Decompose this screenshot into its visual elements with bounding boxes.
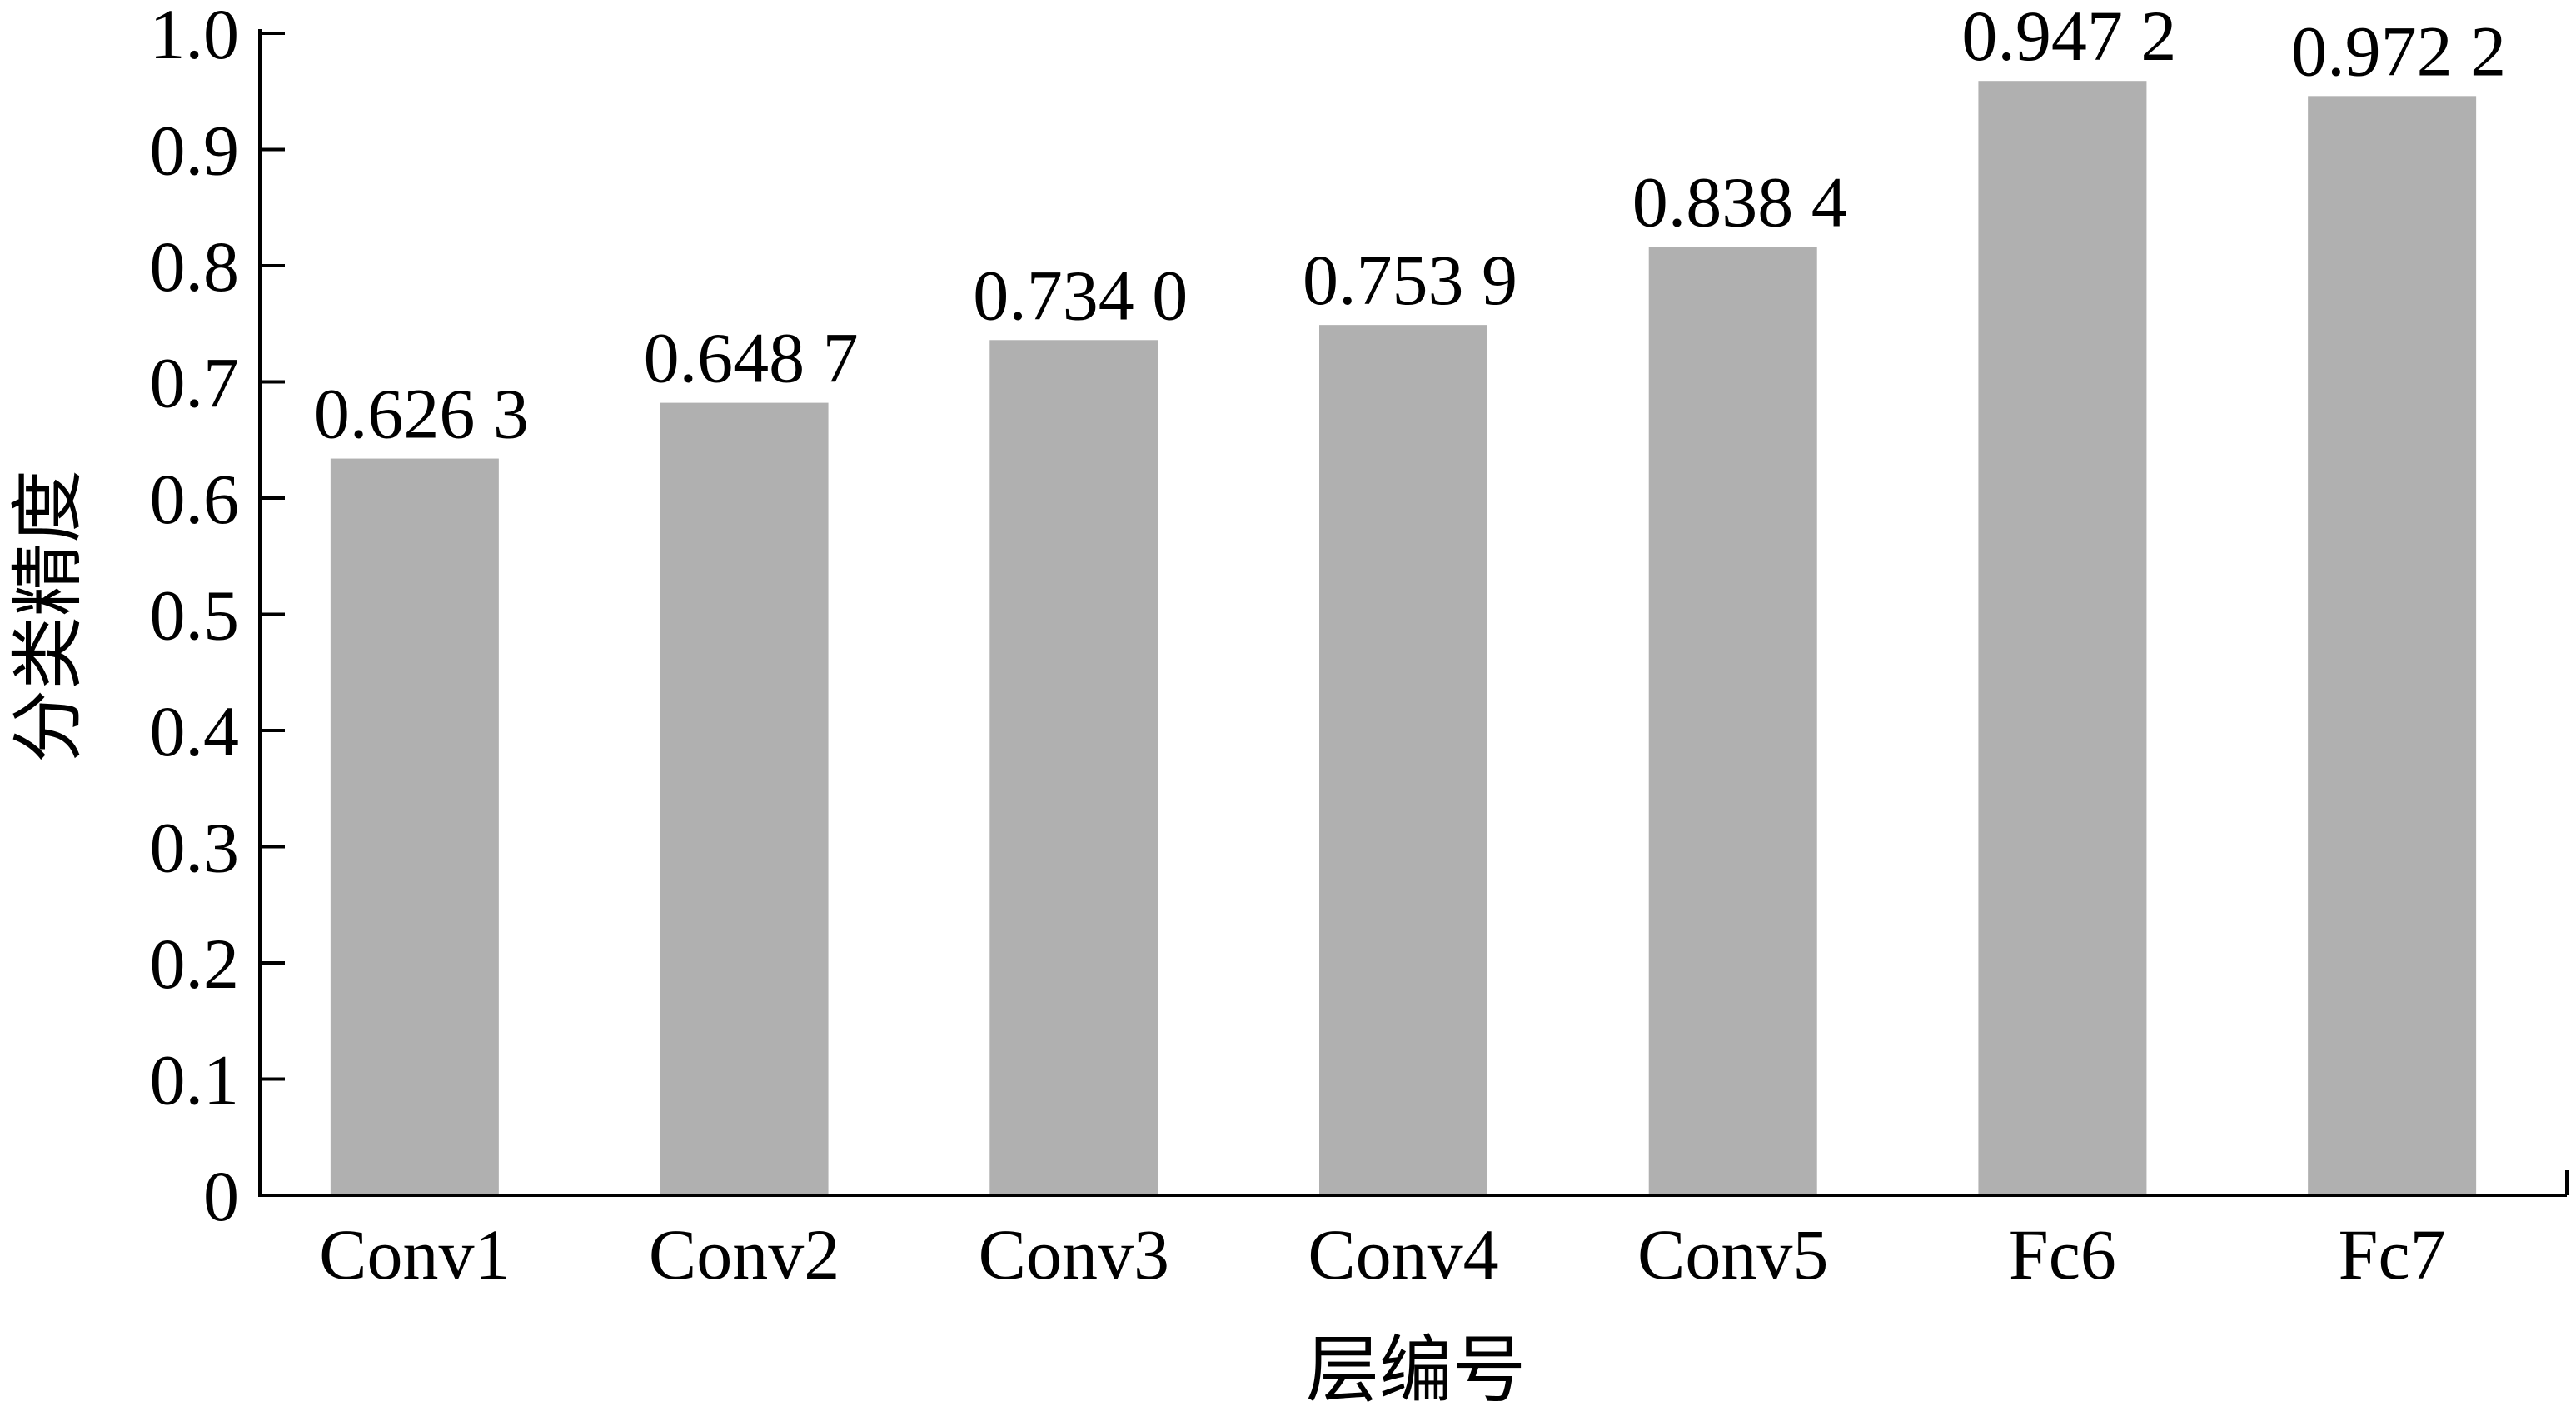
x-tick-label-fc7: Fc7 bbox=[2339, 1214, 2446, 1294]
x-tick-label-conv3: Conv3 bbox=[979, 1214, 1169, 1294]
y-tick-label: 1.0 bbox=[150, 0, 240, 74]
bar-fc6 bbox=[1978, 81, 2147, 1196]
data-label-conv4: 0.753 9 bbox=[1303, 240, 1517, 320]
x-tick-label-conv5: Conv5 bbox=[1637, 1214, 1828, 1294]
bar-conv3 bbox=[989, 340, 1158, 1195]
bar-conv4 bbox=[1319, 325, 1487, 1195]
bars bbox=[330, 81, 2477, 1196]
x-tick-label-fc6: Fc6 bbox=[2009, 1214, 2116, 1294]
y-tick-label: 0.7 bbox=[150, 343, 240, 423]
x-tick-label-conv4: Conv4 bbox=[1308, 1214, 1498, 1294]
bar-conv1 bbox=[330, 458, 499, 1195]
bar-conv2 bbox=[660, 402, 829, 1195]
y-axis-title: 分类精度 bbox=[5, 470, 91, 763]
x-tick-label-conv1: Conv1 bbox=[319, 1214, 510, 1294]
x-axis-labels: Conv1 Conv2 Conv3 Conv4 Conv5 Fc6 Fc7 bbox=[319, 1214, 2445, 1294]
y-tick-label: 0.2 bbox=[150, 924, 240, 1004]
y-tick-label: 0.8 bbox=[150, 227, 240, 307]
data-label-conv5: 0.838 4 bbox=[1632, 162, 1847, 242]
data-label-conv3: 0.734 0 bbox=[973, 255, 1188, 335]
y-tick-label: 0.5 bbox=[150, 576, 240, 656]
data-label-fc7: 0.972 2 bbox=[2291, 11, 2506, 91]
y-tick-label: 0.9 bbox=[150, 111, 240, 191]
bar-fc7 bbox=[2308, 96, 2477, 1196]
x-tick-label-conv2: Conv2 bbox=[649, 1214, 840, 1294]
x-axis-title: 层编号 bbox=[1306, 1327, 1526, 1413]
y-tick-label: 0.4 bbox=[150, 691, 240, 771]
y-tick-label: 0.6 bbox=[150, 459, 240, 539]
bar-conv5 bbox=[1648, 247, 1817, 1196]
y-tick-label: 0 bbox=[203, 1156, 239, 1236]
data-label-conv1: 0.626 3 bbox=[314, 374, 529, 454]
y-tick-label: 0.1 bbox=[150, 1040, 240, 1120]
data-labels: 0.626 3 0.648 7 0.734 0 0.753 9 0.838 4 0.947… bbox=[314, 0, 2506, 454]
y-tick-label: 0.3 bbox=[150, 808, 240, 888]
data-label-conv2: 0.648 7 bbox=[644, 318, 859, 398]
data-label-fc6: 0.947 2 bbox=[1961, 0, 2176, 76]
y-axis-ticks: 0 0.1 0.2 0.3 0.4 0.5 0.6 0.7 0.8 0.9 1.0 bbox=[150, 0, 285, 1236]
